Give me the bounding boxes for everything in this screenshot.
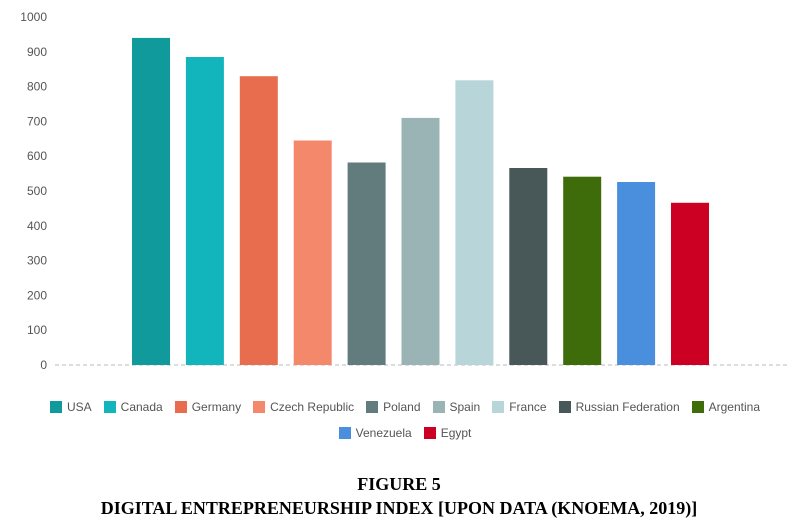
bar-canada: [185, 57, 224, 365]
legend-swatch: [492, 401, 505, 413]
bar-venezuela: [617, 182, 656, 365]
legend-swatch: [253, 401, 266, 413]
legend-label: Germany: [191, 400, 242, 414]
legend-swatch: [558, 401, 571, 413]
figure-number: FIGURE 5: [357, 474, 441, 494]
bar-egypt: [671, 202, 709, 365]
legend-item: Venezuela: [338, 424, 412, 442]
bar-usa: [132, 37, 170, 366]
legend-label: Canada: [120, 400, 163, 414]
legend-item: Poland: [366, 398, 421, 416]
y-tick-label: 600: [27, 149, 47, 163]
y-tick-label: 400: [27, 219, 47, 233]
legend: USA Canada Germany Czech Republic Poland Spai…: [20, 398, 790, 442]
bar-poland: [347, 162, 386, 365]
figure-title: DIGITAL ENTREPRENEURSHIP INDEX [UPON DAT…: [100, 498, 698, 518]
legend-item: Russian Federation: [558, 398, 680, 416]
legend-label: Venezuela: [355, 426, 412, 440]
legend-swatch: [338, 427, 351, 439]
legend-swatch: [174, 401, 187, 413]
bar-russian-federation: [509, 168, 548, 365]
y-tick-label: 1000: [20, 10, 47, 24]
legend-item: Canada: [103, 398, 163, 416]
legend-label: Russian Federation: [575, 400, 680, 414]
legend-label: Egypt: [440, 426, 472, 440]
legend-label: Argentina: [708, 400, 760, 414]
bar-germany: [239, 76, 278, 365]
legend-label: Czech Republic: [270, 400, 355, 414]
bar-czech-republic: [293, 140, 332, 365]
y-axis: 0 100 200 300 400 500 600 700 800 900 1000: [20, 10, 47, 372]
legend-item: Czech Republic: [253, 398, 354, 416]
legend-label: USA: [66, 400, 92, 414]
y-tick-label: 900: [27, 45, 47, 59]
bar-spain: [401, 117, 440, 366]
legend-label: Spain: [449, 400, 481, 414]
legend-item: Argentina: [691, 398, 760, 416]
legend-label: Poland: [383, 400, 421, 414]
legend-swatch: [103, 401, 116, 413]
y-tick-label: 300: [27, 254, 47, 268]
legend-item: Germany: [174, 398, 242, 416]
legend-item: France: [492, 398, 547, 416]
legend-swatch: [432, 401, 445, 413]
legend-swatch: [691, 401, 704, 413]
bar-chart: 0 100 200 300 400 500 600 700 800 900 1000: [20, 10, 790, 372]
legend-item: USA: [49, 398, 92, 416]
bars: [132, 37, 709, 366]
legend-swatch: [366, 401, 379, 413]
legend-swatch: [49, 401, 62, 413]
y-tick-label: 100: [27, 323, 47, 337]
bar-france: [455, 80, 494, 366]
legend-swatch: [423, 427, 436, 439]
bar-argentina: [563, 176, 602, 365]
legend-item: Spain: [432, 398, 481, 416]
y-tick-label: 500: [27, 184, 47, 198]
y-tick-label: 0: [40, 358, 47, 372]
figure-caption: FIGURE 5 DIGITAL ENTREPRENEURSHIP INDEX …: [0, 472, 798, 520]
y-tick-label: 800: [27, 80, 47, 94]
y-tick-label: 700: [27, 114, 47, 128]
legend-item: Egypt: [423, 424, 472, 442]
legend-label: France: [509, 400, 547, 414]
y-tick-label: 200: [27, 288, 47, 302]
